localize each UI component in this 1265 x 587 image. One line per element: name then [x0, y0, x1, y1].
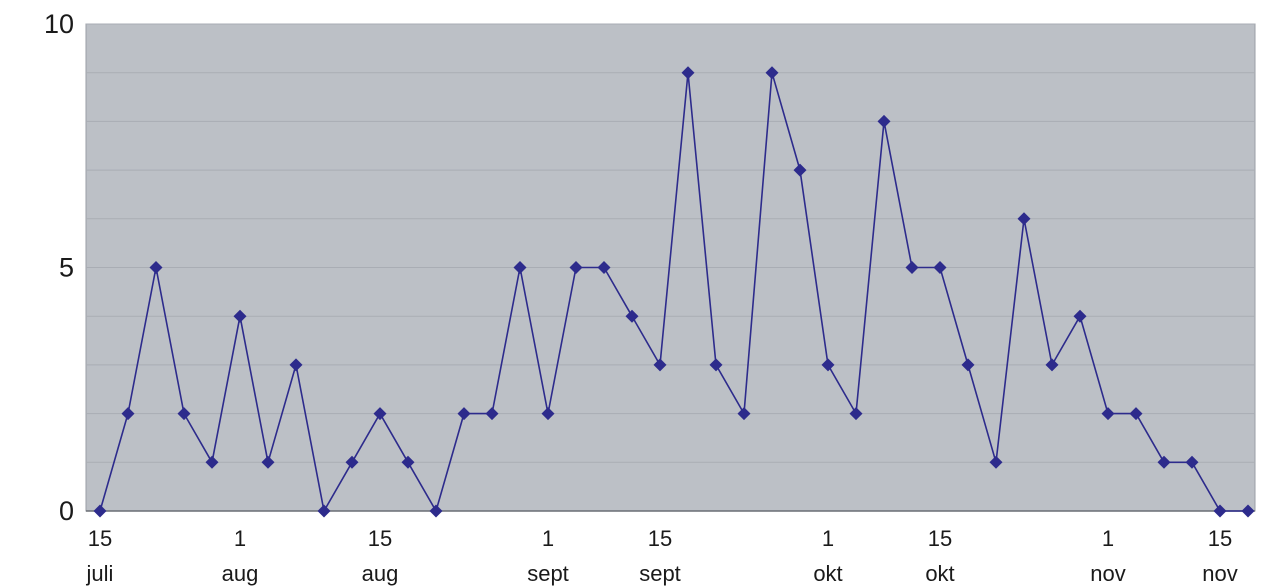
y-tick-label: 10: [44, 9, 74, 39]
data-point: [1241, 504, 1255, 518]
data-point: [849, 407, 863, 421]
data-point: [205, 455, 219, 469]
data-point: [513, 261, 527, 274]
data-point: [597, 261, 611, 274]
x-tick-month: aug: [362, 561, 399, 586]
data-point: [345, 455, 359, 469]
data-point: [905, 261, 919, 274]
y-tick-label: 5: [59, 253, 74, 283]
data-point: [93, 504, 107, 518]
data-point: [653, 358, 667, 372]
y-axis: 0 5 10: [44, 9, 74, 526]
x-tick-day: 1: [542, 526, 554, 551]
data-point: [149, 261, 163, 274]
x-axis: 15 juli 1 aug 15 aug 1 sept 15 sept 1 okt 15 okt 1 nov 1…: [86, 526, 1238, 586]
data-point: [401, 455, 415, 469]
x-tick-day: 15: [1208, 526, 1232, 551]
x-tick-month: sept: [639, 561, 681, 586]
data-point: [765, 66, 779, 80]
x-tick-month: aug: [222, 561, 259, 586]
x-tick-month: nov: [1202, 561, 1237, 586]
x-tick-month: okt: [925, 561, 954, 586]
x-tick-month: sept: [527, 561, 569, 586]
data-point: [485, 407, 499, 421]
data-point: [737, 407, 751, 421]
x-tick-day: 15: [88, 526, 112, 551]
data-point: [1213, 504, 1227, 518]
x-tick-day: 15: [928, 526, 952, 551]
series-line: [99, 72, 1248, 514]
x-tick-month: nov: [1090, 561, 1125, 586]
data-point: [1073, 309, 1087, 323]
data-point: [121, 407, 135, 421]
data-point: [1129, 407, 1143, 421]
data-point: [233, 309, 247, 323]
data-point: [1017, 212, 1031, 226]
data-point: [709, 358, 723, 372]
data-point: [457, 407, 471, 421]
data-point: [961, 358, 975, 372]
data-point: [261, 455, 275, 469]
data-point: [177, 407, 191, 421]
data-point: [1101, 407, 1115, 421]
data-point: [625, 309, 639, 323]
data-point: [989, 455, 1003, 469]
data-point: [681, 66, 695, 80]
data-point: [289, 358, 303, 372]
data-point: [541, 407, 555, 421]
data-point: [821, 358, 835, 372]
x-tick-month: okt: [813, 561, 842, 586]
series-group: [93, 66, 1255, 518]
grid-lines: [86, 23, 1255, 512]
x-tick-day: 1: [822, 526, 834, 551]
x-tick-month: juli: [86, 561, 114, 586]
data-point: [429, 504, 443, 518]
x-tick-day: 1: [234, 526, 246, 551]
x-tick-day: 1: [1102, 526, 1114, 551]
data-point: [569, 261, 583, 274]
data-point: [373, 407, 387, 421]
data-point: [933, 261, 947, 274]
data-point: [1185, 455, 1199, 469]
data-point: [877, 114, 891, 128]
data-point: [793, 163, 807, 177]
data-point: [317, 504, 331, 518]
y-tick-label: 0: [59, 496, 74, 526]
x-tick-day: 15: [648, 526, 672, 551]
x-tick-day: 15: [368, 526, 392, 551]
data-point: [1157, 455, 1171, 469]
data-point: [1045, 358, 1059, 372]
